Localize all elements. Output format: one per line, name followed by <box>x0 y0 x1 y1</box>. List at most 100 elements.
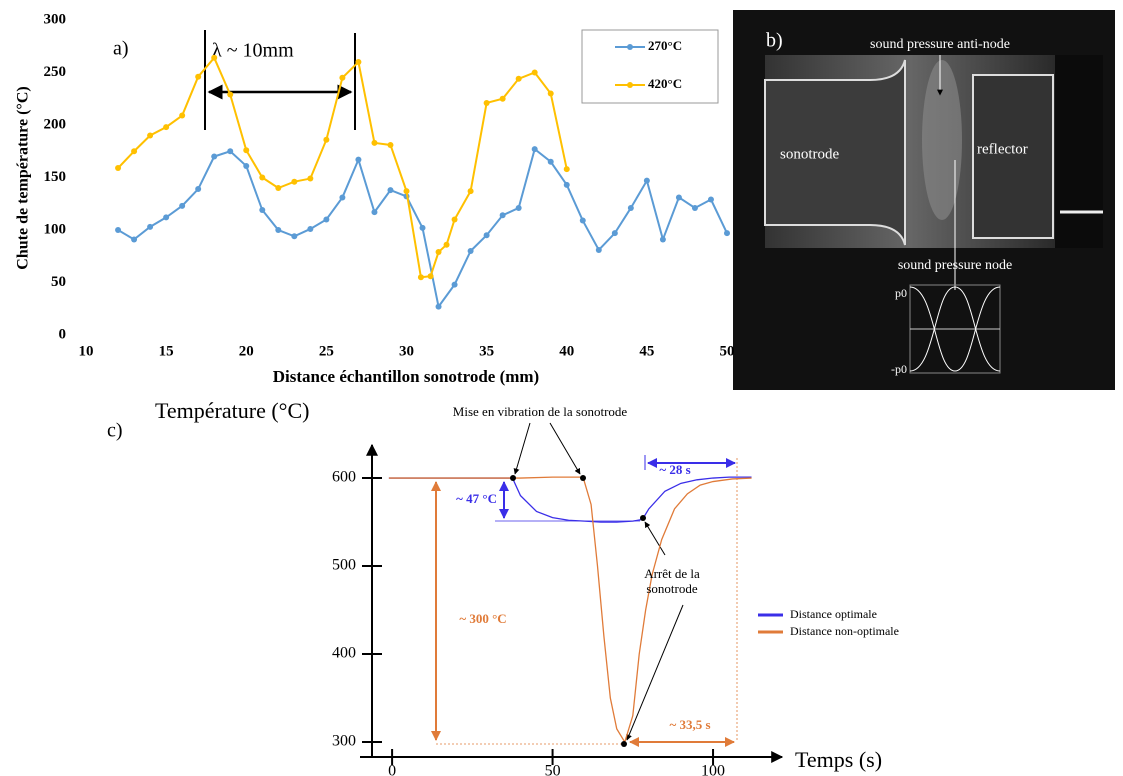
point <box>563 181 570 188</box>
sonotrode-shape <box>764 59 906 246</box>
point <box>707 196 714 203</box>
x-tick-label: 40 <box>559 343 574 359</box>
x-tick-label: 20 <box>239 343 254 359</box>
point <box>339 194 346 201</box>
y-tick-label: 150 <box>44 169 67 185</box>
point <box>291 178 298 185</box>
event-dot <box>580 475 586 481</box>
x-tick-label: 10 <box>79 343 94 359</box>
y-tick-label: 300 <box>332 733 356 750</box>
point <box>531 69 538 76</box>
plots: 0 50 100 150 200 250 300 10 15 20 25 30 35 40 45 50 270°… <box>44 11 899 776</box>
legend-marker <box>627 82 633 88</box>
annotation: λ ~ 10mm <box>212 40 294 62</box>
event-dot <box>621 741 627 747</box>
axis-label: -p0 <box>891 362 907 376</box>
point <box>243 147 250 154</box>
point <box>691 204 698 211</box>
x-tick-label: 100 <box>701 763 725 776</box>
y-axis-label: Température (°C) <box>155 398 309 423</box>
point <box>443 241 450 248</box>
x-tick-label: 30 <box>399 343 414 359</box>
axis-label: p0 <box>895 286 907 300</box>
point <box>435 303 442 310</box>
legend-marker <box>627 44 633 50</box>
point <box>451 281 458 288</box>
legend-label: Distance non-optimale <box>790 624 899 638</box>
wave <box>909 286 1001 372</box>
reflector-shape <box>972 74 1054 239</box>
annotation: ~ 28 s <box>659 462 690 477</box>
y-axis-label: Chute de température (°C) <box>15 86 32 269</box>
point <box>131 236 138 243</box>
point <box>227 148 234 155</box>
point <box>179 202 186 209</box>
y-tick-label: 400 <box>332 645 356 662</box>
point <box>579 217 586 224</box>
event-dot <box>510 475 516 481</box>
y-tick-label: 50 <box>51 274 66 290</box>
series-line <box>117 55 568 279</box>
point <box>547 90 554 97</box>
annotation: Arrêt de la sonotrode <box>644 566 700 596</box>
x-tick-label: 50 <box>720 343 735 359</box>
x-tick-label: 45 <box>639 343 654 359</box>
point <box>499 212 506 219</box>
point <box>339 74 346 81</box>
point <box>627 204 634 211</box>
point <box>675 194 682 201</box>
panel-label: a) <box>113 38 129 60</box>
point <box>499 95 506 102</box>
point <box>291 233 298 240</box>
point <box>355 59 362 65</box>
x-tick-label: 0 <box>388 763 396 776</box>
y-tick-label: 0 <box>59 326 67 342</box>
point <box>724 230 730 237</box>
annotation: ~ 300 °C <box>459 611 506 626</box>
wave <box>909 286 1001 372</box>
point <box>115 165 122 172</box>
point <box>427 273 434 280</box>
x-tick-label: 15 <box>159 343 174 359</box>
panel-c: c) Température (°C) Temps (s) Mise en vi… <box>107 398 882 772</box>
point <box>371 139 378 146</box>
point <box>387 141 394 148</box>
annotation: sound pressure anti-node <box>870 37 1010 52</box>
point <box>371 209 378 216</box>
annotation: sound pressure node <box>898 258 1012 273</box>
point <box>563 166 570 173</box>
x-tick-label: 35 <box>479 343 494 359</box>
series-line <box>388 476 752 744</box>
point <box>467 188 474 195</box>
x-tick-label: 25 <box>319 343 334 359</box>
annotation: ~ 47 °C <box>456 491 497 506</box>
point <box>163 124 170 131</box>
point <box>659 236 666 243</box>
point <box>467 248 474 254</box>
pointer <box>626 604 684 741</box>
panel-a: a) λ ~ 10mm Chute de température (°C) Di… <box>15 29 719 386</box>
point <box>483 99 490 106</box>
y-tick-label: 500 <box>332 557 356 574</box>
point <box>387 187 394 194</box>
legend-box <box>581 29 719 104</box>
annotation: ~ 33,5 s <box>669 717 710 732</box>
y-tick-label: 100 <box>44 221 67 237</box>
point <box>403 188 410 195</box>
annotation: Mise en vibration de la sonotrode <box>453 404 628 419</box>
legend-label: Distance optimale <box>790 607 877 621</box>
point <box>259 174 266 181</box>
point <box>307 225 314 232</box>
point <box>243 162 250 169</box>
x-axis-label: Temps (s) <box>795 747 882 772</box>
point <box>595 246 602 253</box>
anti-node-glow <box>922 60 962 220</box>
annotation: reflector <box>977 141 1028 157</box>
point <box>275 227 282 233</box>
point <box>419 224 426 231</box>
point <box>163 214 170 221</box>
y-tick-label: 600 <box>332 469 356 486</box>
point <box>195 186 202 193</box>
event-dots <box>510 475 646 747</box>
